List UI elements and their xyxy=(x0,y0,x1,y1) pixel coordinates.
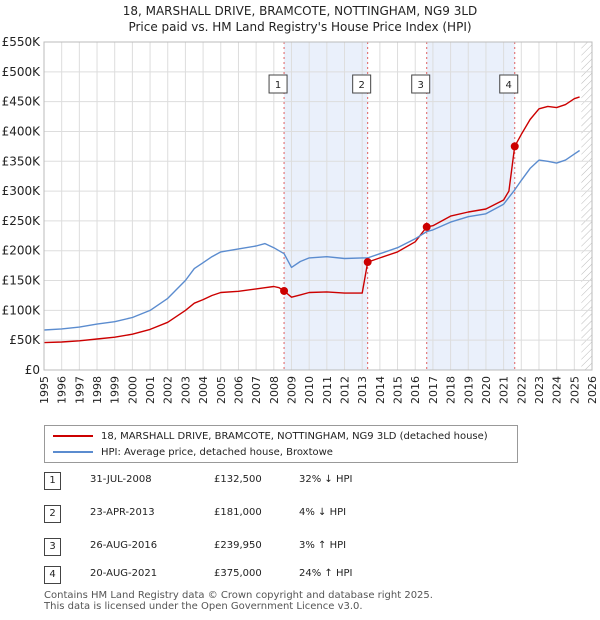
footer-licence: This data is licensed under the Open Gov… xyxy=(44,601,363,612)
property-price-line xyxy=(43,96,580,344)
x-tick-label: 2004 xyxy=(197,376,210,404)
sale-date: 31-JUL-2008 xyxy=(90,474,152,485)
x-tick-label: 2006 xyxy=(232,376,245,404)
sale-number-badge: 2 xyxy=(44,505,61,523)
footer: Contains HM Land Registry data © Crown c… xyxy=(44,590,433,612)
x-tick-label: 2008 xyxy=(268,376,281,404)
x-tick-label: 2026 xyxy=(586,376,599,404)
chart-title: 18, MARSHALL DRIVE, BRAMCOTE, NOTTINGHAM… xyxy=(122,4,478,18)
hatched-projection-area xyxy=(581,42,592,370)
chart-legend: 18, MARSHALL DRIVE, BRAMCOTE, NOTTINGHAM… xyxy=(44,425,518,463)
sale-marker-label: 4 xyxy=(506,80,512,91)
shaded-period xyxy=(284,42,368,370)
sale-hpi-diff: 24% ↑ HPI xyxy=(299,568,353,579)
legend-label-property: 18, MARSHALL DRIVE, BRAMCOTE, NOTTINGHAM… xyxy=(101,430,488,442)
x-tick-label: 2025 xyxy=(568,376,581,404)
x-tick-label: 2015 xyxy=(392,376,405,404)
x-tick-label: 1999 xyxy=(109,376,122,404)
footer-copyright: Contains HM Land Registry data © Crown c… xyxy=(44,590,433,601)
sale-number-badge: 4 xyxy=(44,566,61,584)
x-tick-label: 2000 xyxy=(126,376,139,404)
sale-marker-box xyxy=(352,74,372,94)
sale-marker-label: 1 xyxy=(275,80,281,91)
x-tick-label: 2009 xyxy=(285,376,298,404)
x-tick-label: 1995 xyxy=(38,376,51,404)
y-tick-label: £100K xyxy=(2,303,42,317)
y-tick-label: £550K xyxy=(2,35,42,49)
x-tick-label: 2018 xyxy=(445,376,458,404)
x-tick-label: 2002 xyxy=(162,376,175,404)
x-tick-label: 2014 xyxy=(374,376,387,404)
x-tick-label: 2016 xyxy=(409,376,422,404)
sale-point xyxy=(363,258,372,267)
sale-marker-box xyxy=(411,74,431,94)
sale-number-badge: 3 xyxy=(44,538,61,556)
legend-swatch-property xyxy=(53,435,93,437)
sale-number-badge: 1 xyxy=(44,472,61,490)
sale-point xyxy=(280,286,289,295)
x-tick-label: 2020 xyxy=(480,376,493,404)
x-tick-label: 2012 xyxy=(339,376,352,404)
sale-marker-box xyxy=(499,74,519,94)
sale-date: 20-AUG-2021 xyxy=(90,568,158,579)
x-tick-label: 1996 xyxy=(56,376,69,404)
x-tick-label: 2005 xyxy=(215,376,228,404)
x-tick-label: 1997 xyxy=(73,376,86,404)
y-tick-label: £400K xyxy=(2,124,42,138)
y-tick-label: £300K xyxy=(2,184,42,198)
hpi-line xyxy=(43,149,580,331)
x-tick-label: 2019 xyxy=(462,376,475,404)
y-tick-label: £500K xyxy=(2,65,42,79)
sale-date: 23-APR-2013 xyxy=(90,507,155,518)
x-tick-label: 2007 xyxy=(250,376,263,404)
x-tick-label: 2010 xyxy=(303,376,316,404)
sale-row: 4 20-AUG-2021 £375,000 24% ↑ HPI xyxy=(44,566,464,586)
plot-border xyxy=(43,41,593,371)
legend-label-hpi: HPI: Average price, detached house, Brox… xyxy=(101,446,333,458)
x-tick-label: 2017 xyxy=(427,376,440,404)
x-tick-label: 2022 xyxy=(515,376,528,404)
sale-hpi-diff: 4% ↓ HPI xyxy=(299,507,347,518)
y-tick-label: £150K xyxy=(2,274,42,288)
sale-hpi-diff: 32% ↓ HPI xyxy=(299,474,353,485)
sale-price: £375,000 xyxy=(214,568,262,579)
y-tick-label: £250K xyxy=(2,214,42,228)
sale-row: 2 23-APR-2013 £181,000 4% ↓ HPI xyxy=(44,505,464,525)
sale-price: £181,000 xyxy=(214,507,262,518)
sale-marker-label: 2 xyxy=(358,80,364,91)
x-tick-label: 2021 xyxy=(498,376,511,404)
y-tick-label: £450K xyxy=(2,95,42,109)
x-tick-label: 2011 xyxy=(321,376,334,404)
legend-swatch-hpi xyxy=(53,451,93,453)
sale-marker-label: 3 xyxy=(418,80,424,91)
y-tick-label: £0 xyxy=(25,363,40,377)
x-tick-label: 2013 xyxy=(356,376,369,404)
sale-price: £239,950 xyxy=(214,540,262,551)
x-tick-label: 2023 xyxy=(533,376,546,404)
x-tick-label: 2001 xyxy=(144,376,157,404)
y-tick-label: £50K xyxy=(9,333,41,347)
chart-subtitle: Price paid vs. HM Land Registry's House … xyxy=(128,20,472,34)
x-tick-label: 2003 xyxy=(179,376,192,404)
sale-marker-box xyxy=(268,74,288,94)
sale-row: 1 31-JUL-2008 £132,500 32% ↓ HPI xyxy=(44,472,464,492)
sale-point xyxy=(510,142,519,151)
x-tick-label: 1998 xyxy=(91,376,104,404)
legend-item-hpi: HPI: Average price, detached house, Brox… xyxy=(53,445,333,459)
y-tick-label: £350K xyxy=(2,154,42,168)
y-tick-label: £200K xyxy=(2,244,42,258)
x-tick-label: 2024 xyxy=(551,376,564,404)
price-chart: 1 2 3 4 £0 £50K £100K £150K £200K £250K £300K £350K… xyxy=(2,35,599,404)
sale-row: 3 26-AUG-2016 £239,950 3% ↑ HPI xyxy=(44,538,464,558)
sale-price: £132,500 xyxy=(214,474,262,485)
sale-point xyxy=(422,222,431,231)
sale-date: 26-AUG-2016 xyxy=(90,540,158,551)
sale-hpi-diff: 3% ↑ HPI xyxy=(299,540,347,551)
legend-item-property: 18, MARSHALL DRIVE, BRAMCOTE, NOTTINGHAM… xyxy=(53,429,488,443)
